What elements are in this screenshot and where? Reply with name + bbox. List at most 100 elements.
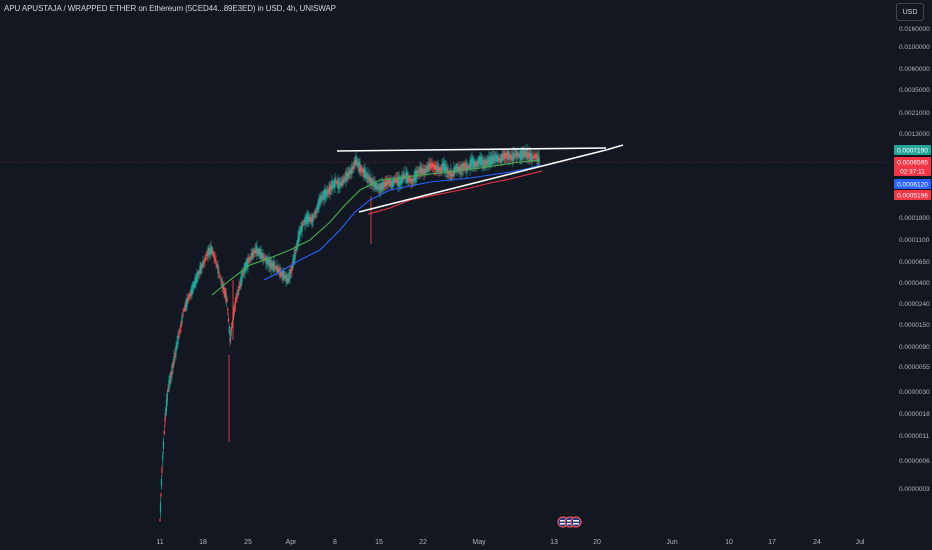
candle (526, 149, 528, 160)
candle (272, 261, 274, 271)
candle (474, 161, 476, 167)
candle (412, 179, 414, 182)
candle (215, 260, 217, 264)
candle (527, 152, 529, 158)
candle (433, 163, 435, 170)
candle (159, 502, 162, 513)
candle (479, 156, 481, 164)
candle (160, 478, 163, 487)
event-flag-stripe (573, 520, 579, 522)
candle (478, 157, 480, 166)
event-flag-icon (570, 516, 582, 528)
candle (286, 274, 288, 284)
candle (263, 256, 265, 260)
candle (326, 188, 328, 197)
candle (505, 152, 507, 159)
candle (434, 165, 436, 170)
candle (313, 214, 315, 218)
chart-title: APU APUSTAJA / WRAPPED ETHER on Ethereum… (4, 4, 336, 13)
candle (499, 157, 501, 163)
candle (395, 177, 397, 183)
candle (465, 163, 467, 171)
x-tick-label: Jul (856, 539, 865, 546)
candle (369, 175, 371, 185)
candle (294, 249, 296, 260)
candle (484, 158, 486, 169)
price-badge (894, 157, 931, 167)
candle (166, 392, 168, 403)
candle (393, 178, 395, 186)
candle (469, 160, 471, 170)
candle (460, 163, 462, 175)
candle (254, 249, 256, 253)
candle (428, 162, 430, 172)
candle (491, 155, 493, 165)
candle (253, 251, 255, 254)
candle (176, 341, 178, 349)
candle (162, 454, 164, 461)
candle (487, 159, 489, 165)
candle (217, 264, 219, 274)
candle (341, 178, 343, 187)
candle (396, 177, 398, 184)
candle (385, 180, 387, 187)
candle (354, 159, 356, 166)
candle (430, 163, 432, 168)
candle (178, 332, 180, 338)
candle (383, 180, 385, 190)
price-badge-label: 02:37:11 (900, 168, 925, 175)
candle (312, 214, 314, 222)
event-flag-stripe (560, 523, 566, 525)
candle (352, 165, 354, 170)
candle (517, 151, 519, 159)
candle (208, 248, 210, 255)
candles (0, 143, 890, 522)
candle (388, 179, 390, 186)
candle (389, 179, 391, 187)
candle (290, 269, 292, 273)
candle (532, 156, 534, 159)
candle (485, 160, 487, 166)
candle (529, 151, 531, 162)
candle (382, 182, 384, 190)
x-tick-label: 8 (333, 539, 337, 546)
candle (493, 156, 495, 162)
candle (299, 228, 301, 236)
candle (318, 198, 320, 208)
candle (515, 149, 517, 159)
candle (425, 166, 427, 174)
candle (175, 345, 177, 355)
candle (524, 149, 526, 158)
candle (227, 308, 229, 312)
candle (262, 252, 264, 261)
currency-button[interactable]: USD (896, 3, 924, 21)
candle (436, 163, 438, 174)
candle (305, 216, 307, 224)
candle (171, 364, 173, 376)
candle (454, 166, 456, 173)
candle (368, 177, 370, 181)
candle (179, 328, 181, 332)
candle (231, 322, 233, 325)
candle (496, 155, 498, 162)
candle (261, 253, 263, 258)
candle (280, 270, 282, 276)
price-badge (894, 145, 931, 155)
y-tick-label: 0.0013000 (899, 131, 930, 138)
candle (319, 196, 321, 204)
y-tick-label: 0.0000018 (899, 411, 930, 418)
x-tick-label: May (472, 539, 486, 546)
candle (528, 152, 530, 159)
price-badge-label: 0.0005196 (897, 192, 928, 199)
y-tick-label: 0.0000150 (899, 322, 930, 329)
candle (161, 467, 163, 473)
candle (384, 181, 386, 188)
candle (502, 154, 504, 160)
candle (427, 164, 429, 172)
candle (164, 417, 166, 423)
candle (317, 201, 319, 211)
y-tick-label: 0.0001800 (899, 215, 930, 222)
candle (357, 161, 359, 167)
x-tick-label: 25 (244, 539, 252, 546)
